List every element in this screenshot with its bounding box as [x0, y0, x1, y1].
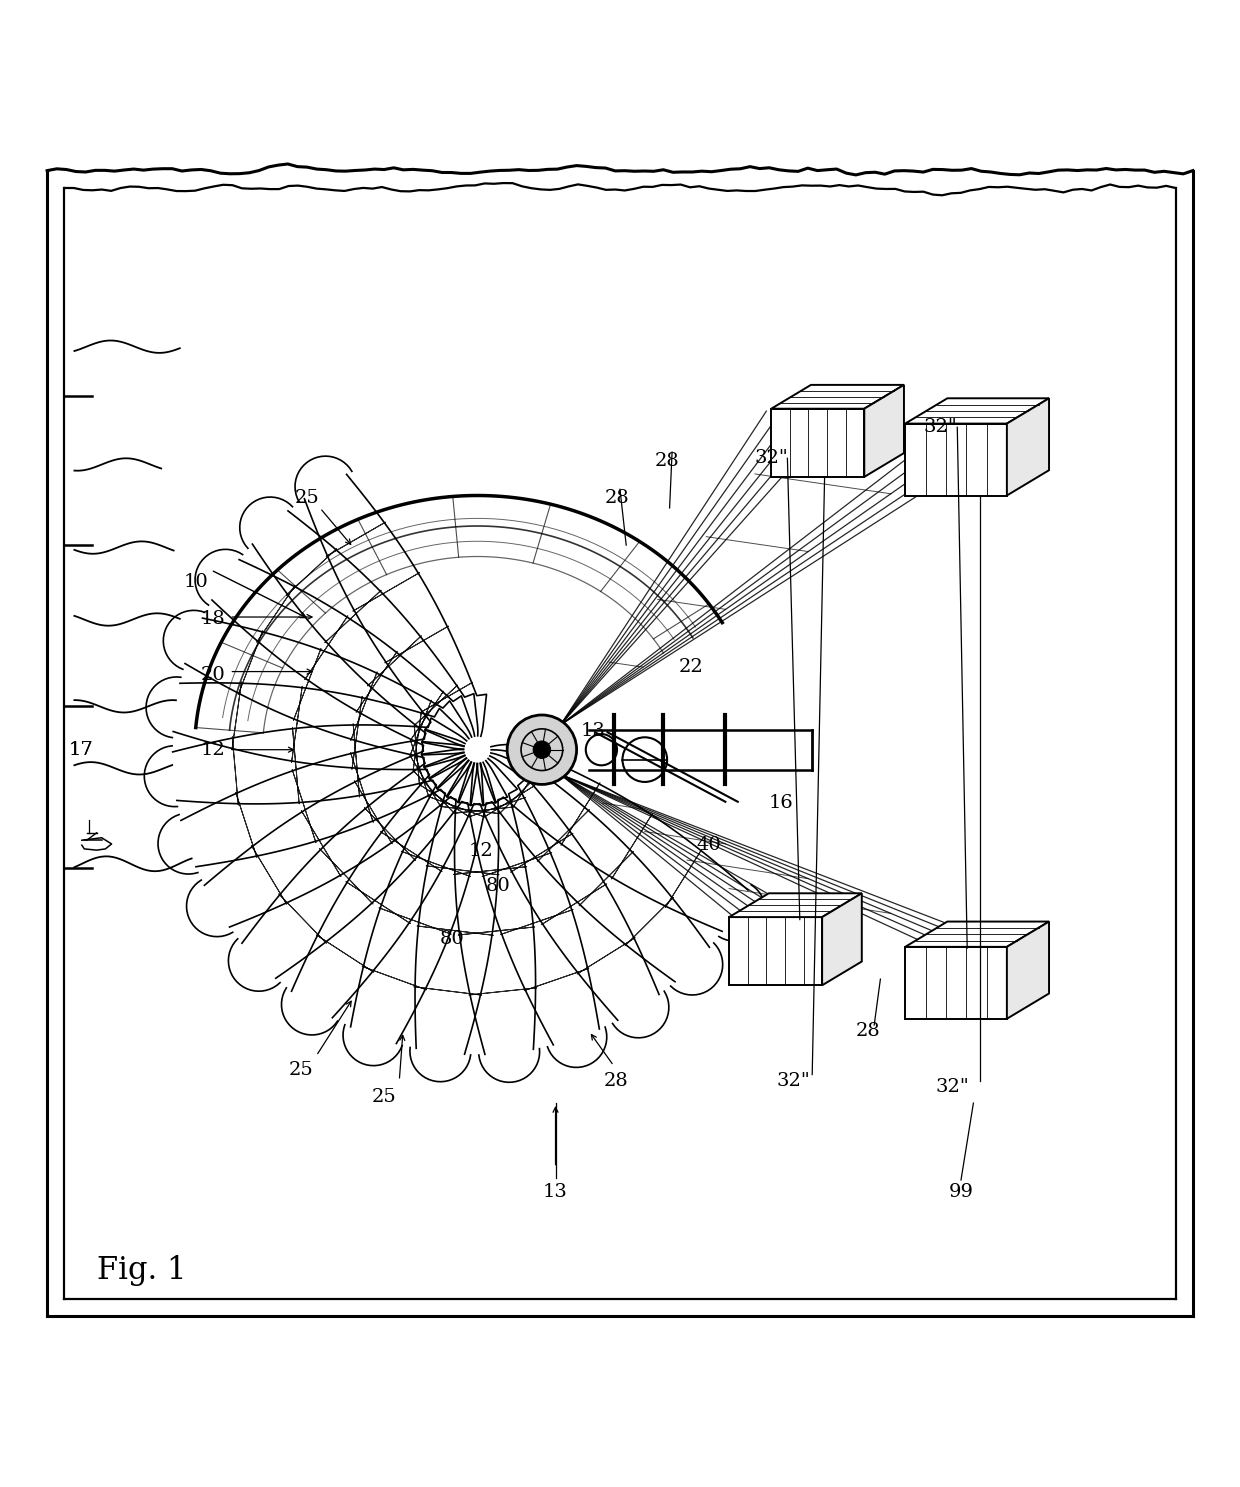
Polygon shape: [291, 752, 484, 1017]
Text: 32": 32": [754, 449, 789, 467]
Text: 13: 13: [543, 1184, 568, 1201]
Text: 13: 13: [580, 723, 605, 741]
Text: 25: 25: [289, 1060, 314, 1078]
Polygon shape: [181, 729, 471, 867]
Text: 22: 22: [678, 657, 703, 675]
Polygon shape: [481, 742, 748, 931]
Text: Fig. 1: Fig. 1: [97, 1255, 186, 1286]
Polygon shape: [822, 894, 862, 986]
Text: 28: 28: [605, 489, 630, 507]
Text: 32": 32": [935, 1078, 970, 1096]
Polygon shape: [905, 399, 1049, 424]
Polygon shape: [1007, 399, 1049, 495]
Polygon shape: [304, 474, 486, 746]
Text: 12: 12: [201, 741, 226, 758]
Text: 10: 10: [184, 574, 208, 592]
Text: 20: 20: [201, 666, 226, 684]
Text: 12: 12: [469, 842, 494, 861]
Text: 80: 80: [486, 877, 511, 895]
Polygon shape: [415, 758, 507, 1054]
Polygon shape: [905, 922, 1049, 947]
Text: 17: 17: [68, 741, 93, 758]
Polygon shape: [905, 424, 1007, 495]
Text: 28: 28: [604, 1072, 629, 1090]
Polygon shape: [905, 947, 1007, 1019]
Text: 28: 28: [655, 452, 680, 470]
Polygon shape: [729, 917, 822, 986]
Polygon shape: [174, 683, 469, 779]
Polygon shape: [864, 385, 904, 477]
Polygon shape: [477, 749, 709, 981]
Polygon shape: [351, 755, 496, 1044]
Polygon shape: [771, 409, 864, 477]
Text: 25: 25: [295, 489, 320, 507]
Polygon shape: [185, 619, 471, 767]
Text: 18: 18: [201, 611, 226, 629]
Polygon shape: [458, 755, 599, 1045]
Polygon shape: [212, 559, 475, 755]
Polygon shape: [729, 894, 862, 917]
Polygon shape: [1007, 922, 1049, 1019]
Circle shape: [507, 715, 577, 785]
Polygon shape: [771, 385, 904, 409]
Circle shape: [533, 741, 551, 758]
Text: 80: 80: [440, 931, 465, 949]
Text: 25: 25: [372, 1088, 397, 1106]
Text: 99: 99: [949, 1184, 973, 1201]
Text: 16: 16: [769, 794, 794, 812]
Polygon shape: [446, 758, 536, 1054]
Text: 32": 32": [923, 418, 957, 436]
Text: 28: 28: [856, 1022, 880, 1041]
Polygon shape: [205, 742, 474, 926]
Polygon shape: [242, 749, 477, 978]
Polygon shape: [470, 752, 658, 1020]
Text: 32": 32": [776, 1072, 811, 1090]
Text: 17: 17: [68, 741, 93, 758]
Polygon shape: [172, 718, 469, 804]
Text: 40: 40: [697, 836, 722, 854]
Polygon shape: [253, 512, 477, 749]
